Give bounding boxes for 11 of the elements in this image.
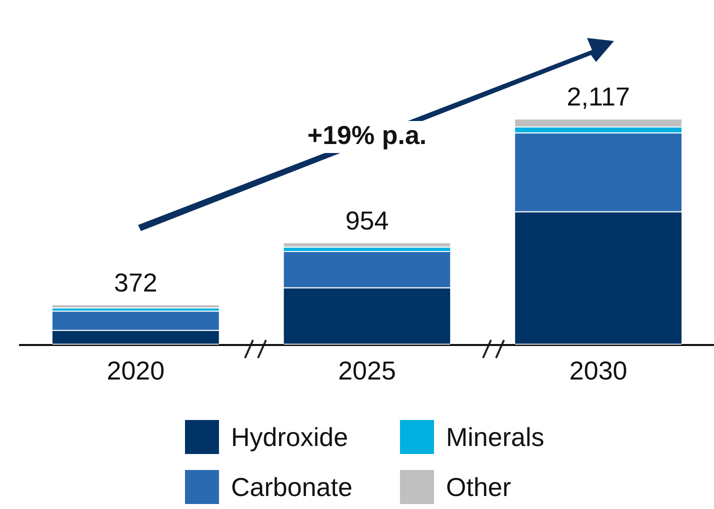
annotation: 372 [114, 267, 158, 298]
annotation: 2,117 [566, 82, 630, 112]
annotation: +19% p.a. [307, 120, 427, 150]
annotation: 954 [345, 205, 389, 236]
legend-label: Minerals [446, 422, 544, 452]
x-tick-label: 2030 [569, 356, 628, 386]
x-tick-label: 2020 [106, 356, 165, 386]
legend-label: Carbonate [231, 472, 352, 502]
legend-label: Hydroxide [231, 422, 348, 452]
legend-label: Other [446, 472, 512, 502]
x-tick-label: 2025 [338, 356, 396, 386]
